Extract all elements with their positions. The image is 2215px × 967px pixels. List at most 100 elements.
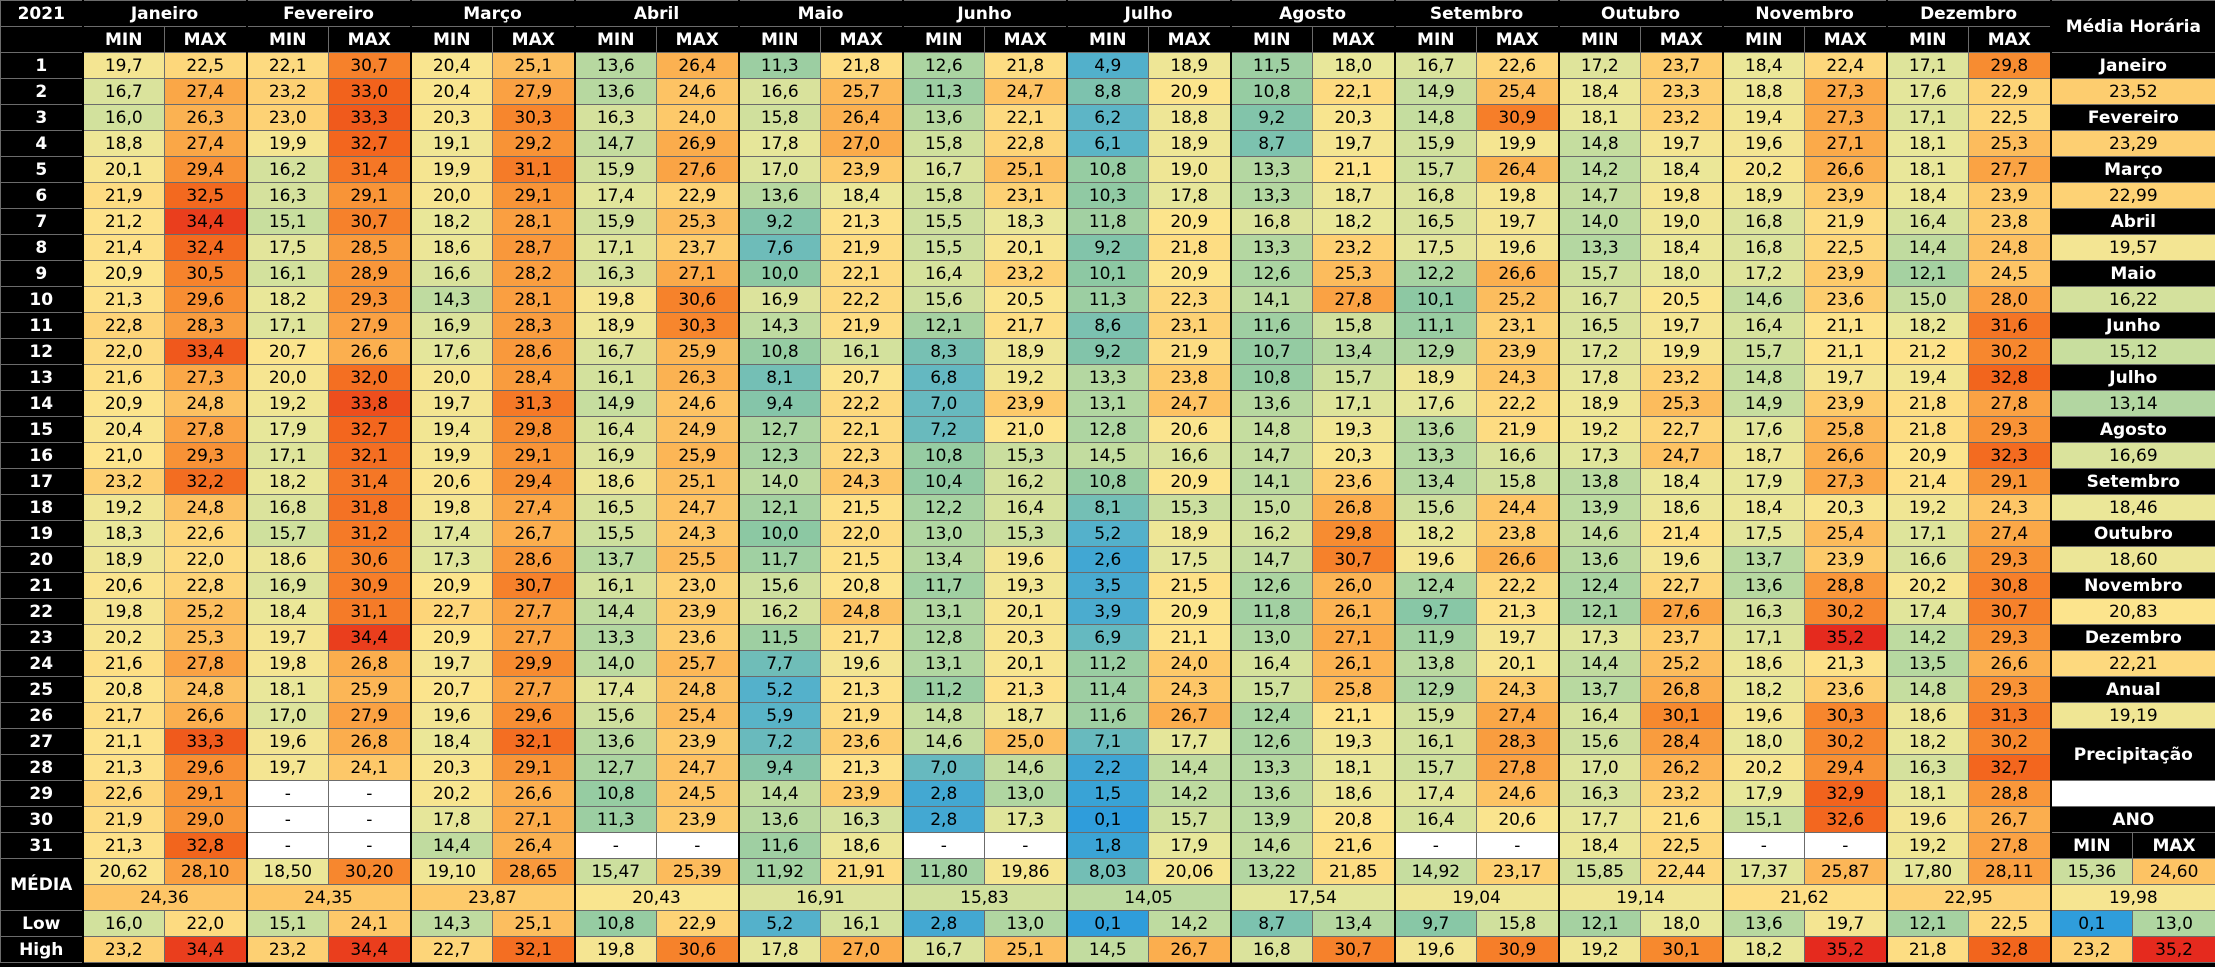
media-cell: 8,03 <box>1065 858 1150 885</box>
temp-cell: 20,9 <box>1148 468 1232 495</box>
high-cell: 34,4 <box>328 936 412 963</box>
temp-cell: 18,2 <box>409 208 494 235</box>
temp-cell: 18,1 <box>1557 104 1642 131</box>
temp-cell: 28,1 <box>492 208 576 235</box>
media-cell: 14,92 <box>1393 858 1478 885</box>
temp-cell: 25,3 <box>1968 130 2052 157</box>
temp-cell: 25,3 <box>1312 260 1396 287</box>
temp-cell: 21,4 <box>81 234 165 261</box>
media-cell: 25,87 <box>1804 858 1888 885</box>
temp-cell: 19,2 <box>81 494 165 521</box>
temp-cell: 21,1 <box>81 728 165 755</box>
temp-cell: 21,9 <box>820 234 904 261</box>
media-cell: 23,17 <box>1476 858 1560 885</box>
temp-cell: 14,7 <box>1229 442 1314 469</box>
day-label: 28 <box>0 754 83 781</box>
low-cell: 5,2 <box>737 910 822 937</box>
temp-cell: 23,9 <box>656 806 740 833</box>
temp-cell: 16,1 <box>1393 728 1478 755</box>
low-cell: 19,7 <box>1804 910 1888 937</box>
temp-cell: 13,3 <box>1229 754 1314 781</box>
temp-cell: 19,6 <box>409 702 494 729</box>
high-cell: 18,2 <box>1721 936 1806 963</box>
side-max: MAX <box>2132 832 2215 859</box>
temp-cell: 15,9 <box>573 156 658 183</box>
min-header: MIN <box>1393 26 1478 53</box>
temp-cell: 10,8 <box>1065 156 1150 183</box>
temp-cell: 21,1 <box>1804 338 1888 365</box>
temp-cell: 3,5 <box>1065 572 1150 599</box>
temp-cell: 13,6 <box>1229 780 1314 807</box>
table-row: MIN MAX MIN MAX MIN MAX MIN MAX MIN MAX MIN MAX MIN M… <box>0 26 2215 53</box>
side-month: Novembro <box>2049 572 2215 599</box>
temp-cell: 29,3 <box>1968 416 2052 443</box>
temp-cell: 15,0 <box>1229 494 1314 521</box>
temp-cell: 21,3 <box>1804 650 1888 677</box>
temp-cell: 30,3 <box>1804 702 1888 729</box>
temp-cell: 18,7 <box>1312 182 1396 209</box>
temp-cell: 20,2 <box>81 624 165 651</box>
table-row: 4 18,8 27,4 19,9 32,7 19,1 29,2 14,7 26,9 17,8 27,… <box>0 130 2215 157</box>
temp-cell: 23,7 <box>1640 52 1724 79</box>
day-label: 1 <box>0 52 83 79</box>
temp-cell: 23,2 <box>81 468 165 495</box>
temp-cell: 27,3 <box>1804 78 1888 105</box>
temp-cell: 26,7 <box>1148 702 1232 729</box>
min-header: MIN <box>245 26 330 53</box>
side-annual: Anual <box>2049 676 2215 703</box>
max-header: MAX <box>1804 26 1888 53</box>
temp-cell: 21,1 <box>1312 702 1396 729</box>
temp-cell: 10,8 <box>1229 364 1314 391</box>
temp-cell: 25,7 <box>820 78 904 105</box>
temp-cell: 17,0 <box>737 156 822 183</box>
temp-cell: 19,9 <box>1640 338 1724 365</box>
temp-cell: 26,9 <box>656 130 740 157</box>
temp-cell: 21,3 <box>984 676 1068 703</box>
temp-cell: 16,6 <box>1885 546 1970 573</box>
temp-cell: 9,2 <box>1065 338 1150 365</box>
temp-cell: 18,2 <box>1312 208 1396 235</box>
temp-cell: 22,0 <box>163 546 248 573</box>
temp-cell: 13,6 <box>1557 546 1642 573</box>
temp-cell: 19,7 <box>1312 130 1396 157</box>
temp-cell: 16,5 <box>1393 208 1478 235</box>
temp-cell: 1,8 <box>1065 832 1150 859</box>
media-average: 24,36 <box>81 884 248 911</box>
temp-cell: 17,1 <box>245 312 330 339</box>
temp-cell: 16,2 <box>245 156 330 183</box>
temp-cell: 17,6 <box>1721 416 1806 443</box>
temp-cell: 32,5 <box>163 182 248 209</box>
temp-cell: 10,8 <box>1229 78 1314 105</box>
temp-cell: 19,7 <box>245 624 330 651</box>
low-cell: 0,1 <box>1065 910 1150 937</box>
temp-cell: 16,2 <box>737 598 822 625</box>
low-cell: 12,1 <box>1885 910 1970 937</box>
low-cell: 15,1 <box>245 910 330 937</box>
temp-cell: 19,2 <box>1885 832 1970 859</box>
temp-cell: 17,9 <box>1721 780 1806 807</box>
temp-cell: 22,6 <box>163 520 248 547</box>
temp-cell: 13,0 <box>901 520 986 547</box>
temp-cell: 24,8 <box>163 494 248 521</box>
temp-cell: 22,1 <box>820 416 904 443</box>
temp-cell: 24,3 <box>1148 676 1232 703</box>
temp-cell: 18,2 <box>245 286 330 313</box>
temp-cell: 26,6 <box>1804 156 1888 183</box>
temp-cell: 18,6 <box>1885 702 1970 729</box>
temp-cell: 19,7 <box>81 52 165 79</box>
media-cell: 28,65 <box>492 858 576 885</box>
temp-cell: 23,2 <box>1640 364 1724 391</box>
temp-cell: 19,2 <box>245 390 330 417</box>
table-row: 10 21,3 29,6 18,2 29,3 14,3 28,1 19,8 30,6 16,9 22… <box>0 286 2215 313</box>
temp-cell: 27,4 <box>163 130 248 157</box>
temp-cell: 18,6 <box>1312 780 1396 807</box>
temp-cell: 21,9 <box>81 806 165 833</box>
min-header: MIN <box>901 26 986 53</box>
temp-cell: 27,8 <box>1968 390 2052 417</box>
temp-cell: 8,6 <box>1065 312 1150 339</box>
temp-cell: 19,6 <box>1640 546 1724 573</box>
min-header: MIN <box>1557 26 1642 53</box>
side-title: Média Horária <box>2049 0 2215 53</box>
temp-cell: 20,2 <box>409 780 494 807</box>
side-annual-value: 19,19 <box>2049 702 2215 729</box>
